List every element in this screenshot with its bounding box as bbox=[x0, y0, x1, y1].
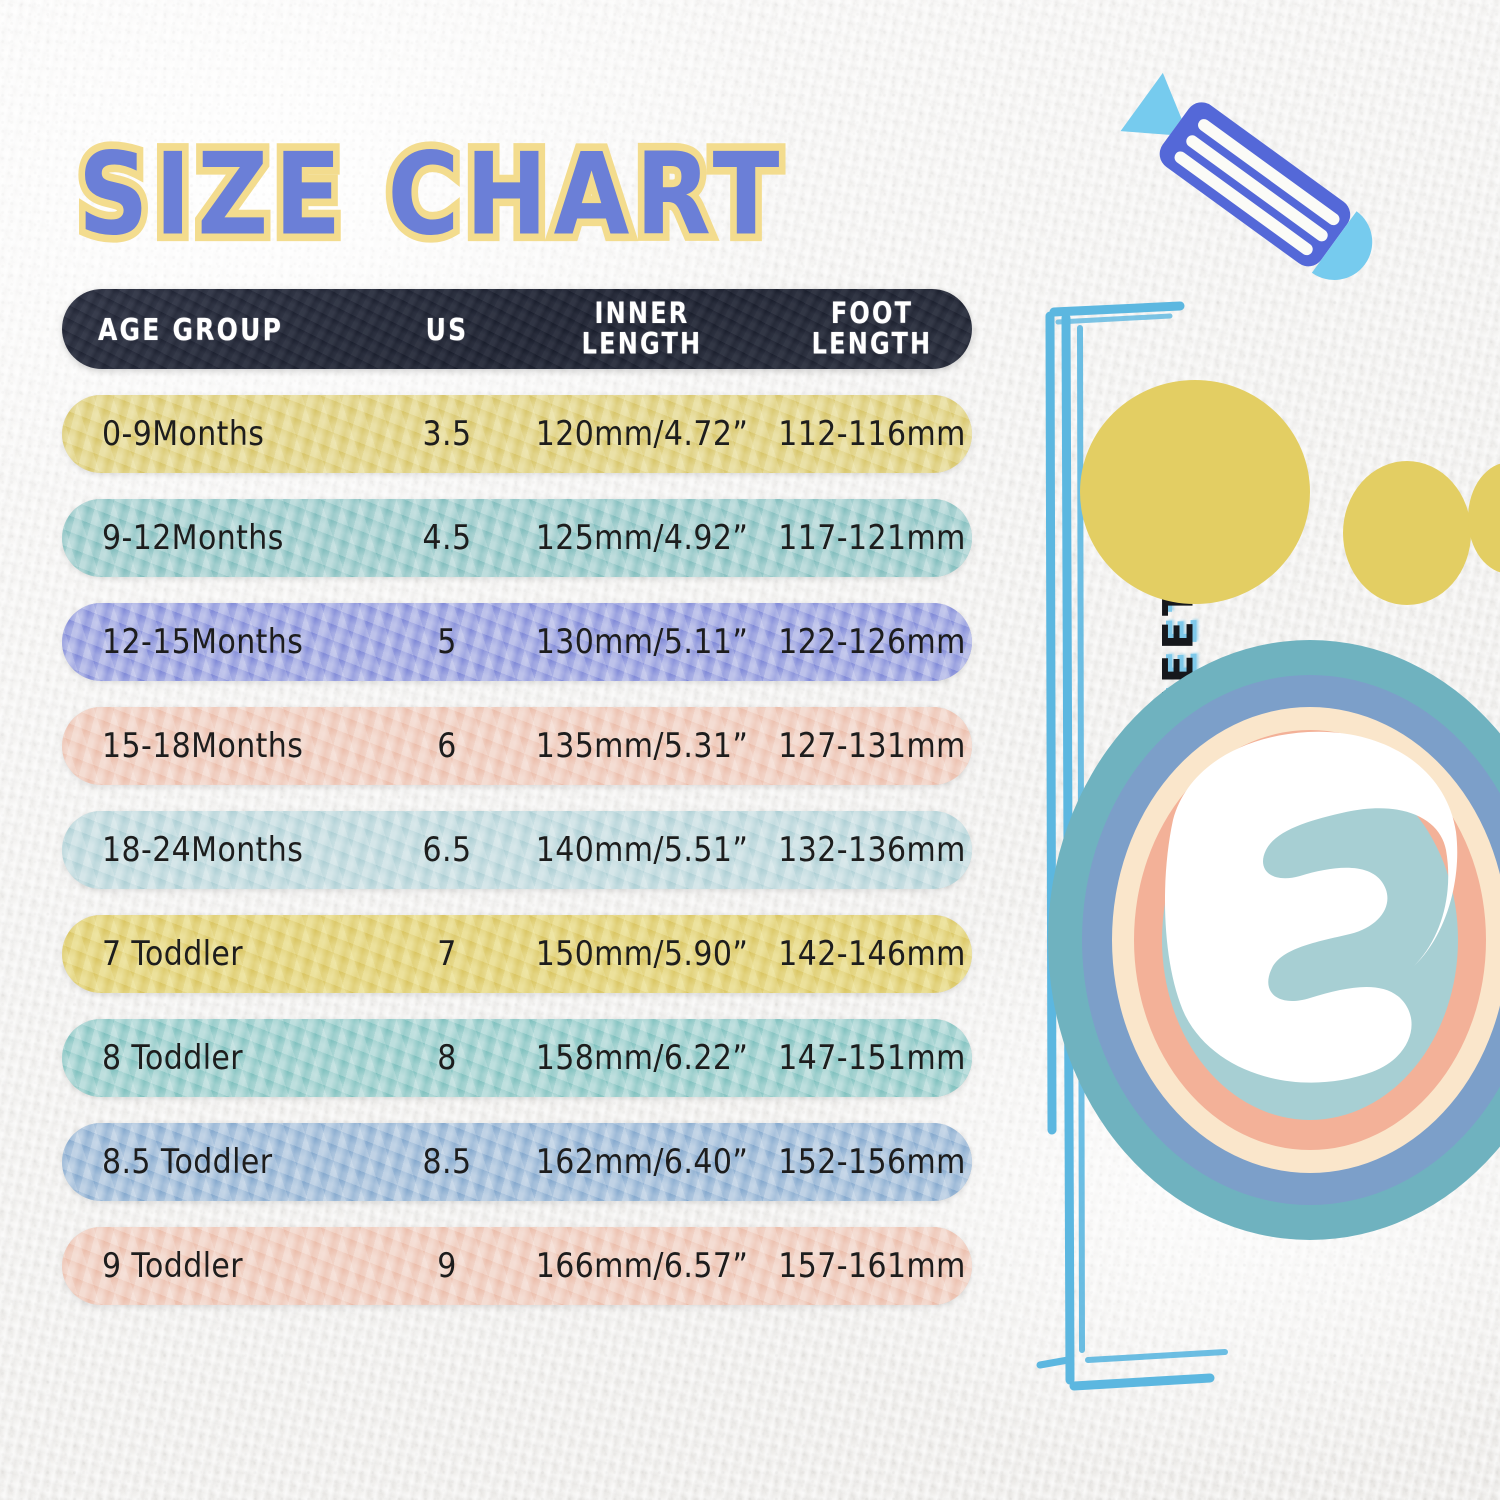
table-row: 8.5 Toddler 8.5 162mm/6.40” 152-156mm bbox=[62, 1123, 972, 1201]
cell-foot: 122-126mm bbox=[778, 622, 966, 662]
cell-foot: 157-161mm bbox=[778, 1246, 966, 1286]
page-title-text: SIZE CHART bbox=[71, 121, 786, 268]
cell-foot: 152-156mm bbox=[778, 1142, 966, 1182]
cell-foot: 117-121mm bbox=[778, 518, 966, 558]
cell-age: 9-12Months bbox=[102, 518, 284, 558]
cell-us: 9 bbox=[437, 1246, 457, 1286]
cell-us: 6.5 bbox=[422, 830, 472, 870]
column-header-foot-length: FOOT LENGTH bbox=[772, 296, 972, 361]
column-header-inner-length-line2: LENGTH bbox=[581, 326, 703, 361]
table-row: 9-12Months 4.5 125mm/4.92” 117-121mm bbox=[62, 499, 972, 577]
table-row: 9 Toddler 9 166mm/6.57” 157-161mm bbox=[62, 1227, 972, 1305]
yellow-oval-large bbox=[1080, 380, 1310, 604]
cell-foot: 147-151mm bbox=[778, 1038, 966, 1078]
cell-inner: 135mm/5.31” bbox=[535, 726, 749, 766]
table-row: 15-18Months 6 135mm/5.31” 127-131mm bbox=[62, 707, 972, 785]
cell-age: 12-15Months bbox=[102, 622, 304, 662]
table-row: 18-24Months 6.5 140mm/5.51” 132-136mm bbox=[62, 811, 972, 889]
cell-age: 0-9Months bbox=[102, 414, 265, 454]
size-chart-table: AGE GROUP US INNER LENGTH FOOT LENGTH 0-… bbox=[62, 289, 972, 1305]
yellow-oval-medium bbox=[1343, 461, 1471, 605]
table-row: 8 Toddler 8 158mm/6.22” 147-151mm bbox=[62, 1019, 972, 1097]
cell-foot: 132-136mm bbox=[778, 830, 966, 870]
table-body: 0-9Months 3.5 120mm/4.72” 112-116mm 9-12Mont… bbox=[62, 395, 972, 1305]
pencil-icon bbox=[1120, 72, 1373, 280]
cell-us: 7 bbox=[437, 934, 457, 974]
table-header-row: AGE GROUP US INNER LENGTH FOOT LENGTH bbox=[62, 289, 972, 369]
column-header-foot-length-line1: FOOT bbox=[830, 296, 914, 331]
cell-us: 5 bbox=[437, 622, 457, 662]
cell-inner: 150mm/5.90” bbox=[535, 934, 749, 974]
table-row: 12-15Months 5 130mm/5.11” 122-126mm bbox=[62, 603, 972, 681]
column-header-inner-length-line1: INNER bbox=[594, 296, 690, 331]
cell-inner: 125mm/4.92” bbox=[535, 518, 749, 558]
cell-age: 8.5 Toddler bbox=[102, 1142, 273, 1182]
illustration-panel bbox=[1010, 60, 1500, 1460]
cell-inner: 166mm/6.57” bbox=[535, 1246, 749, 1286]
cell-us: 8 bbox=[437, 1038, 457, 1078]
page-title: SIZE CHART bbox=[71, 120, 898, 268]
cell-inner: 140mm/5.51” bbox=[535, 830, 749, 870]
cell-foot: 127-131mm bbox=[778, 726, 966, 766]
cell-inner: 158mm/6.22” bbox=[535, 1038, 749, 1078]
cell-inner: 162mm/6.40” bbox=[535, 1142, 749, 1182]
yellow-oval-small-right bbox=[1468, 463, 1500, 573]
column-header-age-group: AGE GROUP bbox=[98, 311, 284, 347]
cell-foot: 142-146mm bbox=[778, 934, 966, 974]
cell-us: 4.5 bbox=[422, 518, 472, 558]
cell-inner: 130mm/5.11” bbox=[535, 622, 749, 662]
cell-age: 9 Toddler bbox=[102, 1246, 244, 1286]
cell-age: 18-24Months bbox=[102, 830, 304, 870]
cell-inner: 120mm/4.72” bbox=[535, 414, 749, 454]
cell-foot: 112-116mm bbox=[778, 414, 966, 454]
cell-us: 6 bbox=[437, 726, 457, 766]
cell-us: 8.5 bbox=[422, 1142, 472, 1182]
column-header-inner-length: INNER LENGTH bbox=[512, 296, 772, 361]
column-header-foot-length-line2: LENGTH bbox=[811, 326, 933, 361]
white-footprint-shape bbox=[1164, 731, 1458, 1083]
table-row: 7 Toddler 7 150mm/5.90” 142-146mm bbox=[62, 915, 972, 993]
cell-age: 15-18Months bbox=[102, 726, 304, 766]
cell-age: 8 Toddler bbox=[102, 1038, 244, 1078]
cell-age: 7 Toddler bbox=[102, 934, 244, 974]
cell-us: 3.5 bbox=[422, 414, 472, 454]
table-row: 0-9Months 3.5 120mm/4.72” 112-116mm bbox=[62, 395, 972, 473]
column-header-us: US bbox=[425, 311, 469, 347]
